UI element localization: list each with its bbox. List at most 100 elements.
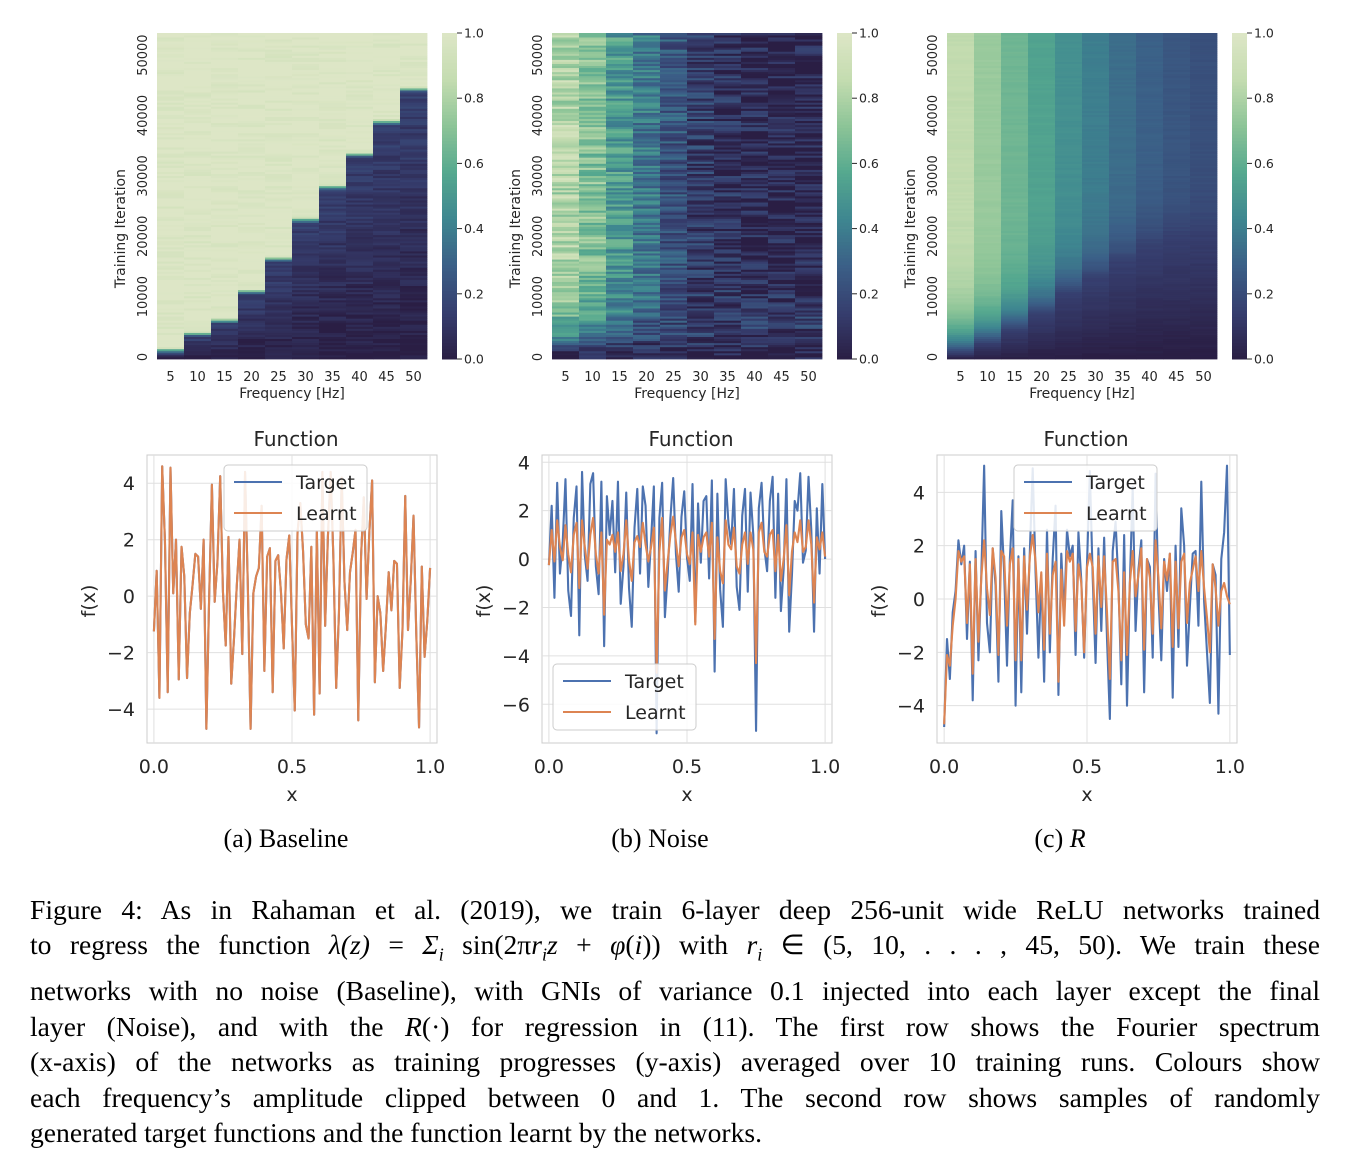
heatmap-cell: [238, 90, 266, 93]
heatmap-cell: [373, 35, 401, 38]
heatmap-cell: [1055, 132, 1083, 136]
heatmap-cell: [795, 222, 823, 225]
heatmap-cell: [1028, 332, 1056, 335]
heatmap-cell: [184, 187, 212, 191]
heatmap-cell: [947, 116, 975, 119]
heatmap-cell: [265, 340, 293, 344]
heatmap-cell: [660, 291, 688, 295]
heatmap-cell: [346, 246, 374, 250]
heatmap-cell: [373, 71, 401, 75]
heatmap-cell: [606, 61, 634, 64]
heatmap-cell: [292, 293, 320, 297]
heatmap-cell: [633, 326, 661, 329]
heatmap-cell: [974, 51, 1002, 54]
heatmap-cell: [687, 291, 715, 295]
heatmap-cell: [1028, 155, 1056, 158]
heatmap-cell: [346, 261, 374, 264]
heatmap-cell: [373, 232, 401, 236]
colorbar-segment: [442, 209, 457, 213]
heatmap-cell: [552, 200, 580, 203]
colorbar-segment: [837, 202, 852, 207]
heatmap-cell: [1082, 96, 1110, 99]
heatmap-cell: [400, 301, 428, 305]
heatmap-cell: [579, 287, 607, 291]
heatmap-cell: [1163, 153, 1191, 156]
heatmap-cell: [265, 253, 293, 256]
heatmap-cell: [1136, 320, 1164, 323]
heatmap-cell: [184, 224, 212, 227]
heatmap-cell: [184, 340, 212, 344]
heatmap-cell: [1028, 126, 1056, 130]
heatmap-cell: [184, 214, 212, 217]
heatmap-cell: [400, 98, 428, 101]
heatmap-cell: [1109, 273, 1137, 276]
heatmap-cell: [1109, 269, 1137, 272]
heatmap-cell: [319, 65, 347, 69]
heatmap-cell: [373, 165, 401, 168]
heatmap-cell: [552, 181, 580, 185]
heatmap-cell: [795, 79, 823, 83]
heatmap-cell: [184, 299, 212, 303]
heatmap-cell: [319, 310, 347, 313]
heatmap-cell: [552, 312, 580, 315]
heatmap-cell: [741, 189, 769, 193]
heatmap-cell: [1055, 96, 1083, 99]
heatmap-cell: [211, 128, 239, 132]
heatmap-cell: [660, 344, 688, 348]
heatmap-cell: [687, 147, 715, 150]
heatmap-cell: [157, 69, 185, 73]
heatmap-cell: [238, 308, 266, 311]
heatmap-cell: [265, 263, 293, 266]
heatmap-cell: [1109, 171, 1137, 174]
heatmap-cell: [373, 51, 401, 54]
heatmap-cell: [292, 108, 320, 111]
heatmap-cell: [947, 279, 975, 282]
heatmap-cell: [579, 157, 607, 160]
heatmap-cell: [1109, 138, 1137, 142]
heatmap-cell: [552, 259, 580, 262]
colorbar-segment: [837, 111, 852, 115]
heatmap-cell: [1055, 88, 1083, 91]
heatmap-cell: [606, 57, 634, 60]
heatmap-cell: [1163, 177, 1191, 181]
heatmap-cell: [741, 271, 769, 274]
heatmap-cell: [606, 114, 634, 117]
heatmap-cell: [400, 220, 428, 223]
heatmap-cell: [157, 126, 185, 130]
heatmap-cell: [741, 267, 769, 270]
heatmap-cell: [1136, 124, 1164, 128]
heatmap-cell: [238, 173, 266, 177]
heatmap-cell: [1001, 330, 1029, 333]
heatmap-cell: [238, 92, 266, 95]
heatmap-cell: [265, 342, 293, 346]
heatmap-cell: [974, 83, 1002, 87]
heatmap-cell: [265, 273, 293, 276]
heatmap-cell: [606, 344, 634, 348]
heatmap-cell: [184, 295, 212, 299]
heatmap-cell: [346, 289, 374, 293]
heatmap-cell: [184, 312, 212, 315]
heatmap-cell: [579, 356, 607, 360]
colorbar-segment: [837, 332, 852, 337]
heatmap-cell: [552, 130, 580, 134]
heatmap-cell: [1082, 314, 1110, 317]
heatmap-cell: [947, 267, 975, 270]
heatmap-cell: [795, 149, 823, 152]
heatmap-cell: [1028, 132, 1056, 136]
heatmap-cell: [795, 269, 823, 272]
heatmap-cell: [238, 261, 266, 264]
heatmap-cell: [687, 35, 715, 38]
heatmap-cell: [1163, 338, 1191, 342]
heatmap-cell: [1109, 193, 1137, 197]
heatmap-cell: [1055, 251, 1083, 254]
heatmap-cell: [606, 126, 634, 130]
heatmap-cell: [795, 122, 823, 126]
heatmap-cell: [795, 96, 823, 99]
colorbar-segment: [442, 98, 457, 102]
heatmap-cell: [1055, 198, 1083, 201]
heatmap-cell: [1136, 65, 1164, 69]
heatmap-x-tick-label: 5: [166, 370, 174, 385]
heatmap-cell: [1001, 157, 1029, 160]
heatmap-cell: [633, 251, 661, 254]
